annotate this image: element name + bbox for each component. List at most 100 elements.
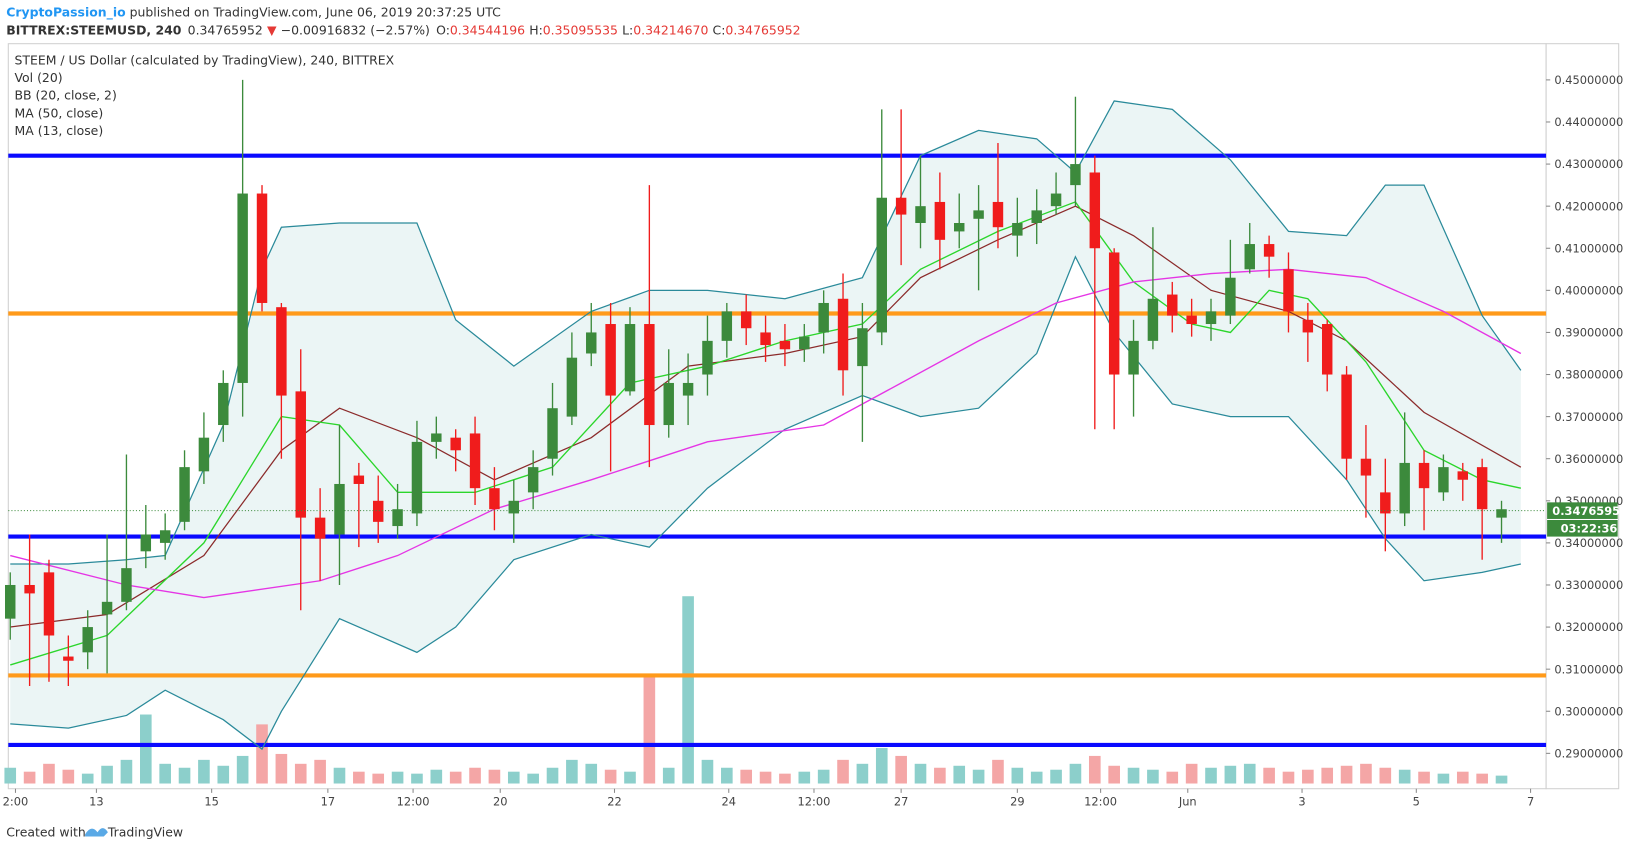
candle-body (895, 197, 907, 215)
volume-bar (1030, 771, 1043, 784)
volume-bar (798, 771, 811, 784)
candle-body (1302, 319, 1314, 333)
candle-body (43, 572, 55, 636)
candle-body (818, 302, 829, 333)
candle-body (1399, 462, 1410, 514)
candle-body (101, 601, 113, 615)
x-tick-label: 24 (722, 794, 737, 808)
candle-body (353, 475, 365, 484)
candle-body (237, 193, 248, 383)
moving-average (10, 201, 1521, 666)
x-tick-label: 15 (204, 794, 219, 808)
y-tick-label: 0.41000000 (1554, 241, 1623, 255)
volume-bar (1456, 771, 1469, 784)
last-price-label: 0.34765952 (1552, 504, 1627, 518)
x-tick-label: 2:00 (3, 794, 29, 808)
candle-body (276, 307, 287, 396)
volume-bar (546, 767, 559, 784)
candle-body (469, 433, 481, 489)
volume-bar (740, 769, 753, 784)
volume-bar (1166, 771, 1179, 784)
last-price-box (1547, 502, 1618, 519)
legend-ma13: MA (13, close) (15, 123, 104, 138)
volume-bar (1340, 765, 1353, 784)
x-tick-label: 5 (1413, 794, 1420, 808)
volume-bar (430, 769, 443, 784)
volume-bar (507, 771, 520, 784)
candle-body (1128, 340, 1139, 375)
candle-body (1205, 311, 1217, 325)
candle-body (857, 328, 868, 367)
volume-bar (895, 755, 907, 784)
candle-body (1476, 467, 1488, 510)
candle-body (1108, 252, 1120, 375)
volume-bar (449, 771, 462, 784)
candle-body (973, 210, 984, 219)
y-tick-label: 0.36000000 (1554, 452, 1623, 466)
volume-bar (469, 767, 481, 784)
candle-body (24, 584, 35, 594)
volume-bar (256, 724, 268, 784)
candle-body (837, 298, 849, 371)
candle-body (663, 382, 674, 426)
candle-body (721, 311, 733, 341)
high-label: H: (529, 22, 543, 37)
candle-body (82, 627, 93, 653)
volume-bar (1224, 765, 1237, 784)
candle-body (1167, 294, 1178, 316)
tradingview-logo[interactable] (85, 828, 108, 837)
close-label: C: (713, 22, 726, 37)
volume-bar (934, 767, 946, 784)
candle-body (179, 467, 190, 522)
candle-body (1244, 244, 1255, 270)
candle-body (450, 437, 461, 451)
candle-body (1263, 244, 1275, 257)
volume-bar (391, 771, 404, 784)
volume-bar (1088, 755, 1101, 784)
volume-bar (23, 771, 36, 784)
x-tick-label: 29 (1010, 794, 1025, 808)
high-value: 0.35095535 (543, 22, 618, 37)
countdown-box (1547, 519, 1618, 537)
candle-body (1031, 210, 1042, 223)
volume-bar (1476, 773, 1488, 784)
volume-bar (1418, 771, 1430, 784)
y-tick-label: 0.45000000 (1554, 73, 1623, 87)
volume-bar (759, 771, 772, 784)
candle-body (295, 391, 306, 518)
volume-bar (662, 767, 675, 784)
open-label: O: (436, 22, 450, 37)
candle-body (1341, 374, 1352, 459)
volume-bar (159, 763, 171, 784)
volume-bar (1437, 773, 1450, 784)
volume-bar (294, 763, 307, 784)
footer-brand[interactable]: TradingView (107, 824, 183, 839)
y-tick-label: 0.32000000 (1554, 620, 1623, 634)
candle-body (1418, 462, 1430, 489)
candle-body (1457, 471, 1469, 480)
x-tick-label: 13 (89, 794, 104, 808)
volume-bar (682, 596, 694, 784)
volume-bar (353, 771, 365, 784)
author[interactable]: CryptoPassion_io (6, 5, 126, 21)
candle-body (1283, 269, 1294, 312)
volume-bar (178, 767, 191, 784)
volume-bar (721, 767, 733, 784)
y-tick-label: 0.38000000 (1554, 368, 1623, 382)
y-tick-label: 0.33000000 (1554, 578, 1623, 592)
footer-created: Created with (6, 824, 86, 839)
candle-body (1070, 164, 1081, 186)
y-tick-label: 0.43000000 (1554, 157, 1623, 171)
volume-bar (314, 759, 326, 784)
x-tick-label: 22 (607, 794, 622, 808)
volume-bar (1263, 767, 1275, 784)
y-tick-label: 0.29000000 (1554, 747, 1623, 761)
candle-body (1186, 315, 1197, 325)
volume-bar (624, 771, 636, 784)
volume-bar (914, 763, 927, 784)
volume-bar (527, 773, 539, 784)
candle-body (566, 357, 578, 417)
candle-body (508, 500, 520, 514)
candle-body (1012, 222, 1023, 236)
